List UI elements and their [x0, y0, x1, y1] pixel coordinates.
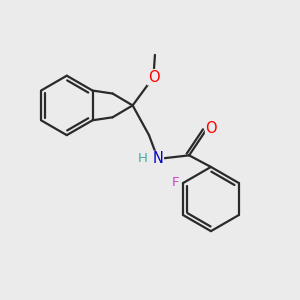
Text: O: O — [148, 70, 159, 85]
Text: H: H — [137, 152, 147, 165]
Text: O: O — [206, 121, 217, 136]
Text: F: F — [172, 176, 179, 190]
Text: N: N — [152, 152, 163, 166]
